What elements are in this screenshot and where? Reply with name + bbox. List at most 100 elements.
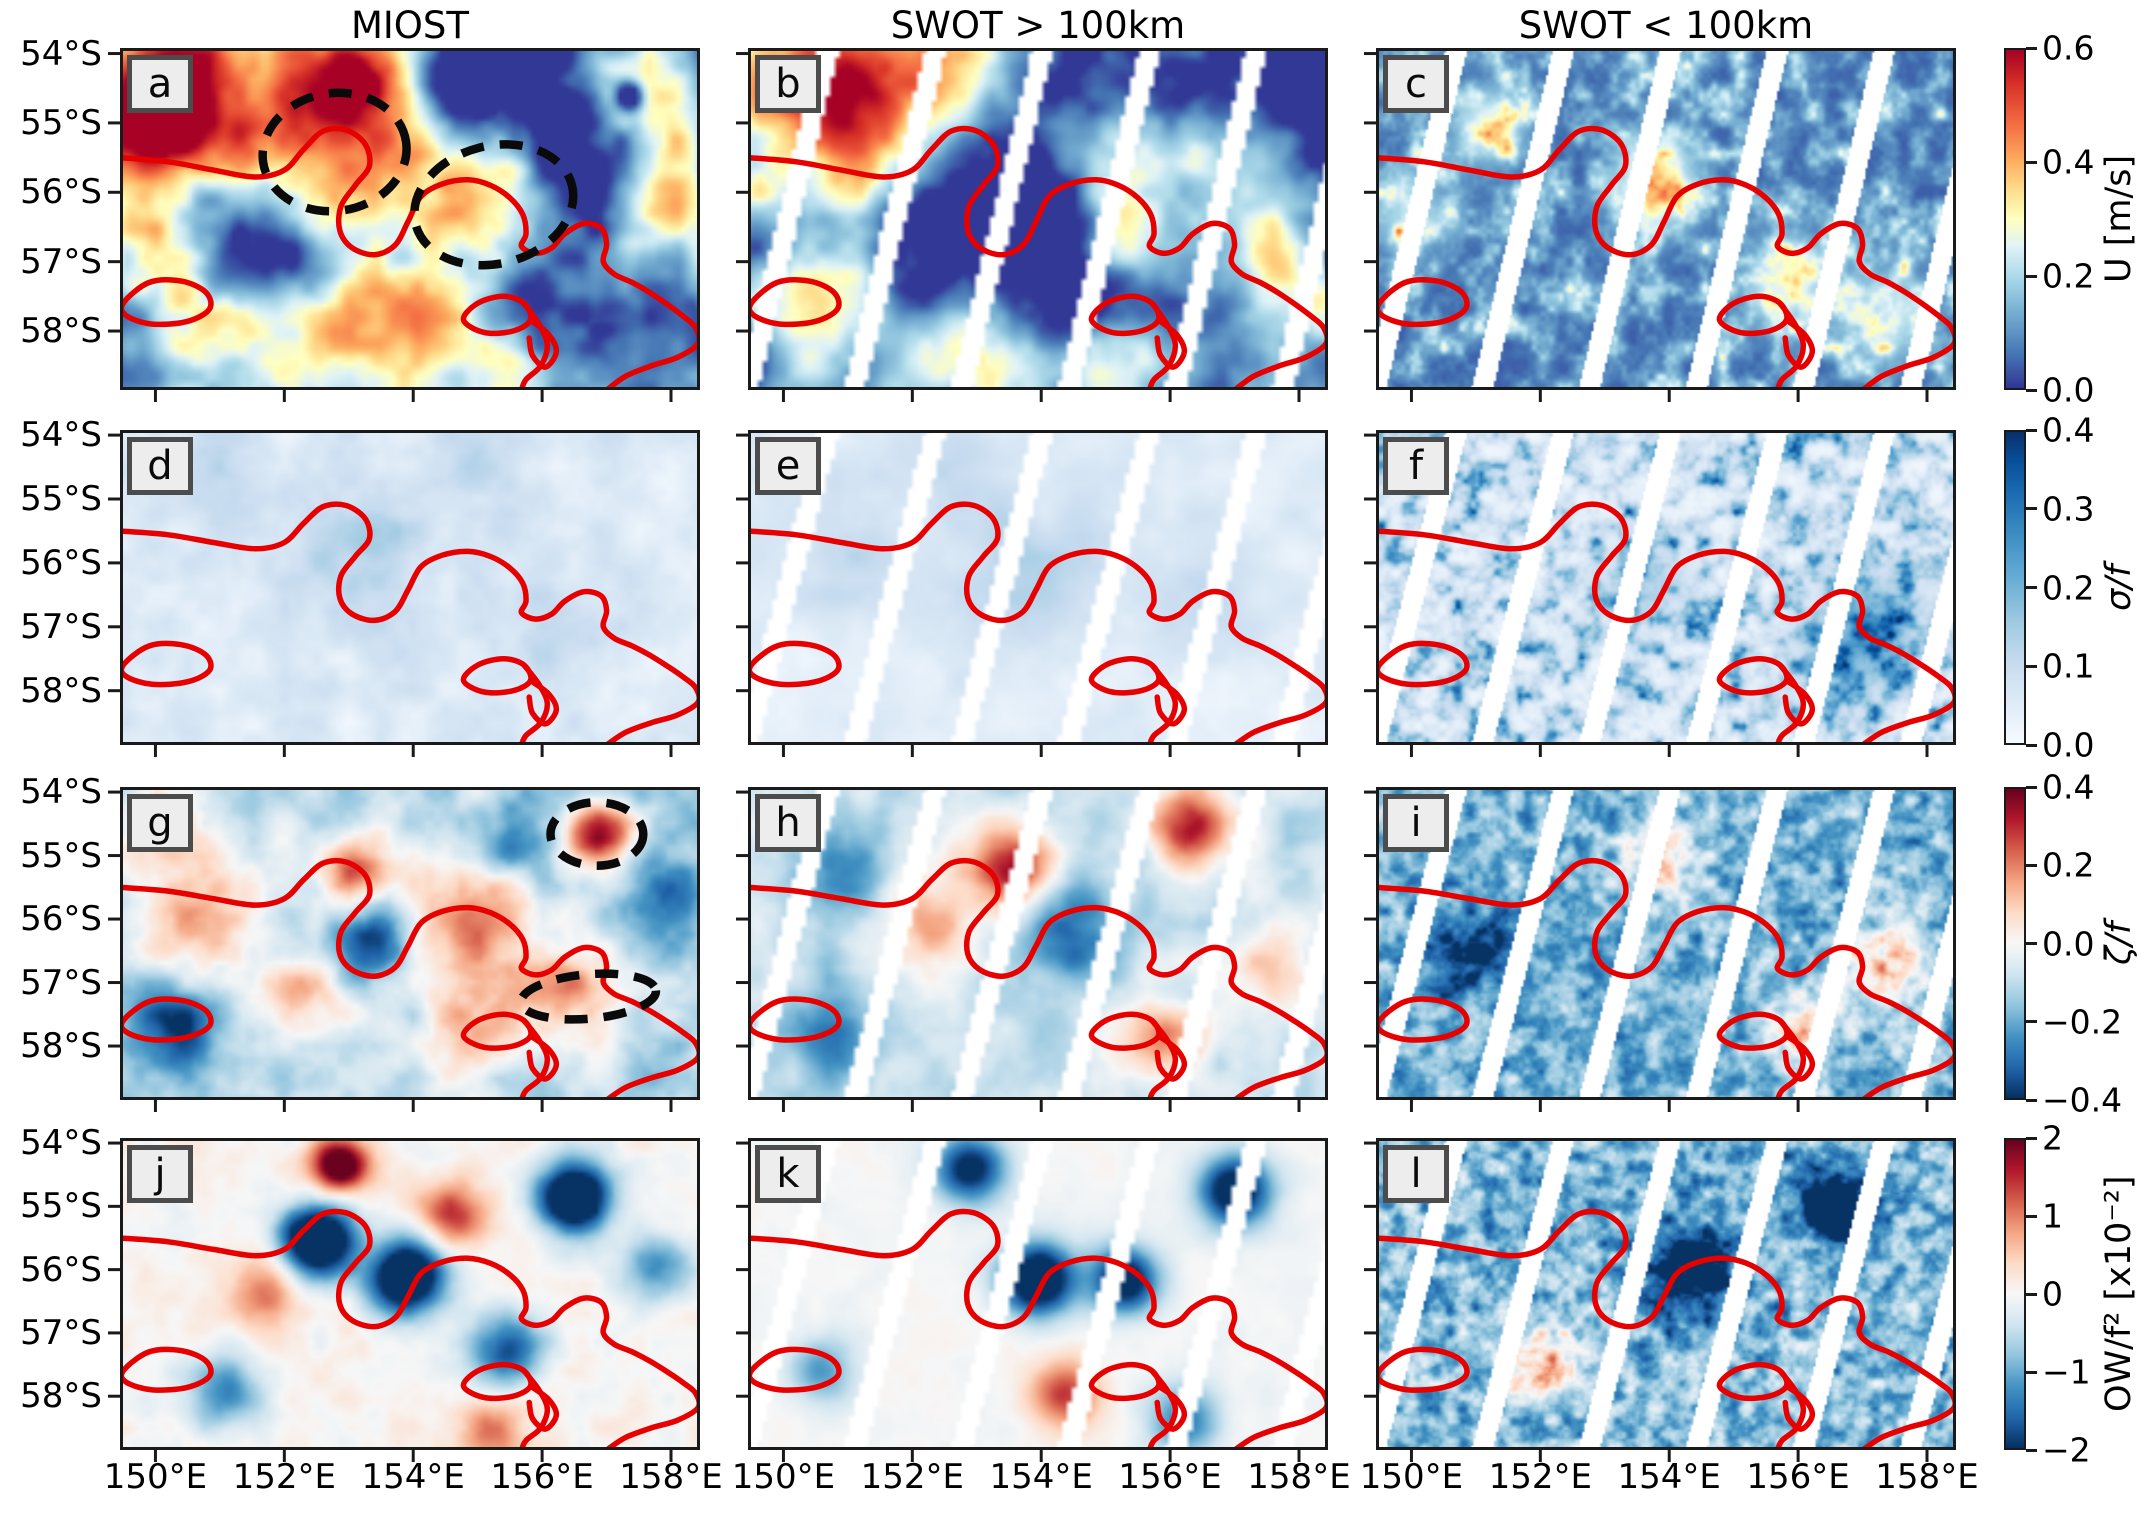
front-contour-left-eddy xyxy=(748,277,842,328)
front-contour-main-front xyxy=(748,1208,1328,1450)
panel-overlay-f xyxy=(1364,430,1956,757)
colorbar-tick-mark xyxy=(2026,46,2037,50)
front-contour-south-lobe xyxy=(526,677,560,727)
panel-spine xyxy=(120,48,700,390)
front-contour-south-loop xyxy=(1088,1361,1162,1402)
x-tick-label: 152°E xyxy=(232,1457,337,1497)
panel-overlay-a xyxy=(108,48,700,402)
front-contour-south-tail xyxy=(518,300,551,390)
panel-letter-j: j xyxy=(127,1145,193,1203)
front-contour-left-eddy xyxy=(120,640,214,688)
y-tick-label: 55°S xyxy=(20,1186,102,1227)
front-contour-south-lobe xyxy=(1154,1033,1188,1082)
y-tick-label: 56°S xyxy=(20,172,102,213)
panel-spine xyxy=(1376,1138,1956,1450)
colorbar-tick-label: 1 xyxy=(2042,1196,2063,1236)
front-contour-south-tail xyxy=(1774,662,1807,745)
front-contour-south-lobe xyxy=(526,317,560,370)
panel-overlay-i xyxy=(1364,787,1956,1112)
x-tick-label: 152°E xyxy=(1488,1457,1593,1497)
panel-spine xyxy=(748,787,1328,1100)
panel-h: h xyxy=(736,787,1328,1112)
colorbar-tick-label: 0.4 xyxy=(2042,142,2095,182)
colorbar-tick-mark xyxy=(2026,1020,2037,1024)
colorbar-tick-label: −1 xyxy=(2042,1352,2091,1392)
panel-overlay-e xyxy=(736,430,1328,757)
front-contour-main-front xyxy=(120,125,700,390)
y-tick-label: 54°S xyxy=(20,772,102,813)
colorbar-tick-mark xyxy=(2026,664,2037,668)
colorbar-tick-label: 0.2 xyxy=(2042,256,2095,296)
panel-spine xyxy=(748,430,1328,745)
panel-l: l xyxy=(1364,1138,1956,1462)
y-tick-label: 58°S xyxy=(20,1026,102,1067)
colorbar-tick-label: 0.6 xyxy=(2042,28,2095,68)
front-contour-south-lobe xyxy=(1782,677,1816,727)
panel-overlay-c xyxy=(1364,48,1956,402)
panel-j: j xyxy=(108,1138,700,1462)
front-contour-south-tail xyxy=(1774,300,1807,390)
front-contour-south-lobe xyxy=(526,1033,560,1082)
y-tick-label: 57°S xyxy=(20,962,102,1003)
panel-letter-i: i xyxy=(1383,794,1449,852)
front-contour-left-eddy xyxy=(120,277,214,328)
colorbar-tick-label: 0 xyxy=(2042,1274,2063,1314)
panel-letter-h: h xyxy=(755,794,821,852)
panel-spine xyxy=(1376,787,1956,1100)
front-contour-left-eddy xyxy=(1376,1346,1470,1393)
panel-spine xyxy=(120,430,700,745)
panel-spine xyxy=(120,1138,700,1450)
panel-spine xyxy=(120,787,700,1100)
front-contour-south-loop xyxy=(460,293,534,337)
panel-e: e xyxy=(736,430,1328,757)
colorbar-tick-label: 0.0 xyxy=(2042,370,2095,410)
front-contour-south-tail xyxy=(1146,300,1179,390)
dashed-ellipse-annotation xyxy=(546,797,648,870)
x-tick-label: 156°E xyxy=(490,1457,594,1497)
y-tick-label: 55°S xyxy=(20,835,102,876)
front-contour-left-eddy xyxy=(748,996,842,1043)
panel-spine xyxy=(1376,48,1956,390)
front-contour-south-loop xyxy=(1088,1011,1162,1051)
x-tick-label: 152°E xyxy=(860,1457,965,1497)
front-contour-left-eddy xyxy=(120,1346,214,1393)
colorbar-tick-label: 0.3 xyxy=(2042,489,2095,529)
x-tick-label: 156°E xyxy=(1118,1457,1222,1497)
panel-letter-l: l xyxy=(1383,1145,1449,1203)
colorbar-tick-label: −0.4 xyxy=(2042,1080,2123,1120)
front-contour-south-loop xyxy=(1716,1011,1790,1051)
front-contour-main-front xyxy=(120,1208,700,1450)
front-contour-main-front xyxy=(748,857,1328,1100)
panel-overlay-b xyxy=(736,48,1328,402)
panel-spine xyxy=(748,1138,1328,1450)
y-tick-label: 55°S xyxy=(20,102,102,143)
panel-overlay-g xyxy=(108,787,700,1112)
front-contour-south-tail xyxy=(518,662,551,745)
panel-letter-c: c xyxy=(1383,55,1449,113)
colorbar-tick-label: 0.0 xyxy=(2042,725,2095,765)
x-tick-label: 158°E xyxy=(619,1457,723,1497)
colorbar-tick-mark xyxy=(2026,1098,2037,1102)
panel-i: i xyxy=(1364,787,1956,1112)
front-contour-left-eddy xyxy=(748,640,842,688)
y-tick-label: 54°S xyxy=(20,415,102,456)
panel-f: f xyxy=(1364,430,1956,757)
front-contour-south-lobe xyxy=(1154,317,1188,370)
front-contour-south-lobe xyxy=(1782,1383,1816,1432)
panel-c: c xyxy=(1364,48,1956,402)
x-tick-label: 158°E xyxy=(1875,1457,1979,1497)
panel-b: b xyxy=(736,48,1328,402)
x-tick-label: 154°E xyxy=(361,1457,465,1497)
front-contour-south-loop xyxy=(1716,1361,1790,1402)
front-contour-south-lobe xyxy=(1154,1383,1188,1432)
front-contour-south-lobe xyxy=(526,1383,560,1432)
y-tick-label: 57°S xyxy=(20,606,102,647)
colorbar-tick-label: 2 xyxy=(2042,1118,2063,1158)
y-tick-label: 55°S xyxy=(20,479,102,519)
panel-spine xyxy=(1376,430,1956,745)
front-contour-south-loop xyxy=(460,1011,534,1051)
front-contour-main-front xyxy=(120,501,700,745)
front-contour-left-eddy xyxy=(120,996,214,1043)
panel-letter-k: k xyxy=(755,1145,821,1203)
front-contour-left-eddy xyxy=(748,1346,842,1393)
